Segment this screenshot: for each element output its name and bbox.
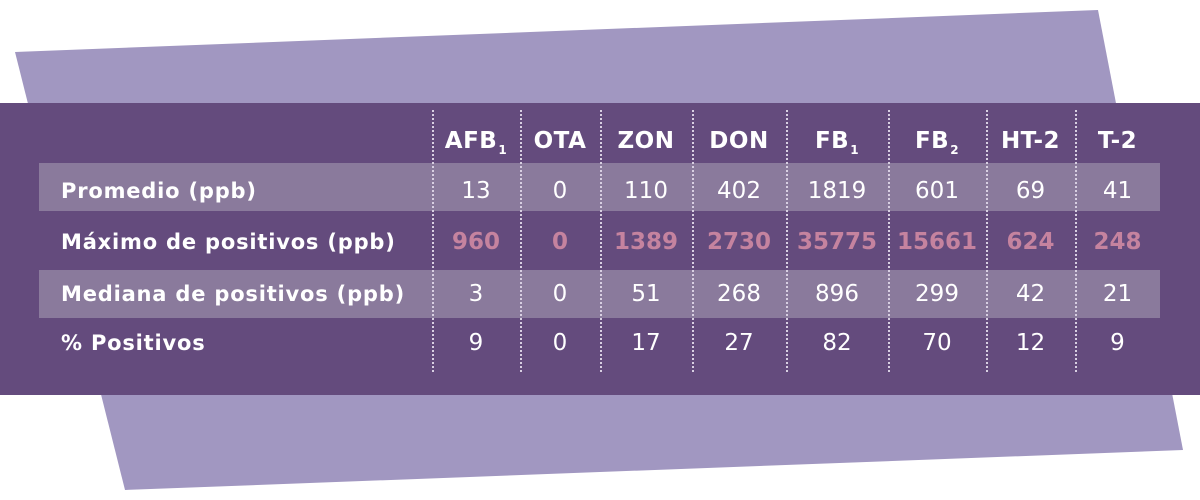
row-label: Mediana de positivos (ppb) <box>61 282 405 306</box>
table-cell: 42 <box>1015 281 1046 307</box>
table-cell: 12 <box>1015 330 1046 356</box>
column-divider <box>1075 110 1077 372</box>
table-cell: 1819 <box>807 178 867 204</box>
table-cell: 299 <box>915 281 959 307</box>
table-cell: 601 <box>915 178 959 204</box>
table-cell: 13 <box>461 178 491 204</box>
table-cell: 960 <box>451 229 500 255</box>
table-cell: 69 <box>1015 178 1046 204</box>
table-cell: 1389 <box>613 229 678 255</box>
table-cell: 624 <box>1006 229 1055 255</box>
table-cell: 268 <box>717 281 761 307</box>
row-label: % Positivos <box>61 331 206 355</box>
table-cell: 0 <box>552 330 568 356</box>
column-header: DON <box>709 128 769 154</box>
row-label: Promedio (ppb) <box>61 179 257 203</box>
table-cell: 41 <box>1102 178 1133 204</box>
table-cell: 27 <box>724 330 754 356</box>
row-label: Máximo de positivos (ppb) <box>61 230 396 254</box>
table-cell: 70 <box>922 330 952 356</box>
column-header: AFB1 <box>444 128 508 157</box>
column-header: FB2 <box>914 128 960 157</box>
table-cell: 21 <box>1102 281 1133 307</box>
table-cell: 82 <box>822 330 852 356</box>
column-divider <box>432 110 434 372</box>
table-cell: 110 <box>624 178 668 204</box>
table-cell: 35775 <box>796 229 878 255</box>
column-header: ZON <box>617 128 675 154</box>
table-cell: 15661 <box>896 229 978 255</box>
table-cell: 9 <box>468 330 484 356</box>
table-cell: 51 <box>631 281 661 307</box>
table-cell: 3 <box>468 281 484 307</box>
column-header: OTA <box>533 128 587 154</box>
table-cell: 0 <box>552 178 568 204</box>
column-divider <box>520 110 522 372</box>
column-header: FB1 <box>814 128 860 157</box>
column-divider <box>600 110 602 372</box>
column-header: HT-2 <box>1000 128 1061 154</box>
column-header: T-2 <box>1097 128 1138 154</box>
table-cell: 0 <box>552 281 568 307</box>
row-band-promedio <box>39 163 1160 211</box>
column-divider <box>888 110 890 372</box>
table-cell: 2730 <box>706 229 771 255</box>
table-cell: 0 <box>551 229 568 255</box>
table-cell: 17 <box>631 330 661 356</box>
column-divider <box>692 110 694 372</box>
row-band-mediana <box>39 270 1160 318</box>
table-cell: 896 <box>815 281 859 307</box>
table-cell: 402 <box>717 178 761 204</box>
table-cell: 9 <box>1110 330 1125 356</box>
column-divider <box>986 110 988 372</box>
column-divider <box>786 110 788 372</box>
table-cell: 248 <box>1093 229 1142 255</box>
